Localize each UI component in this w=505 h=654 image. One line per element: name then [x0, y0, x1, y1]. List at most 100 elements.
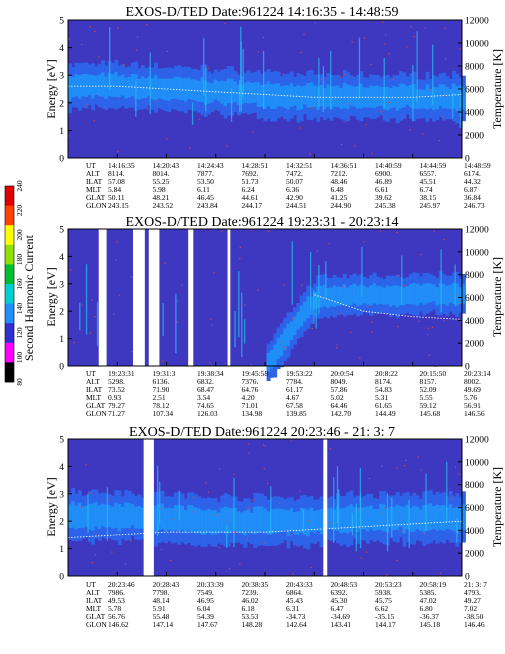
orbit-cell: 245.38	[375, 201, 396, 210]
noise-speckle	[166, 138, 168, 140]
noise-speckle	[360, 557, 362, 559]
band-core-cell	[336, 85, 341, 108]
noise-speckle	[359, 357, 361, 359]
ytick-right-label: 12000	[465, 436, 489, 446]
orbit-cell: 55.25	[153, 177, 170, 186]
spectral-spike	[159, 481, 161, 524]
ytick-right-label: 8000	[465, 63, 484, 73]
orbit-cell: 6.31	[286, 604, 299, 613]
band-core-cell	[117, 504, 122, 532]
orbit-cell: 14:24:43	[197, 161, 224, 170]
spectral-spike	[106, 487, 109, 541]
band-core-cell	[319, 285, 324, 308]
spectral-spike	[230, 88, 233, 122]
orbit-cell: 49.53	[108, 596, 125, 605]
colorbar-tick-label: 80	[15, 378, 24, 386]
noise-speckle	[380, 111, 382, 113]
band-core-cell	[273, 344, 278, 367]
ytick-label: 3	[59, 280, 64, 290]
orbit-cell: 3.54	[197, 393, 210, 402]
spectral-spike	[412, 65, 414, 122]
spectral-spike	[359, 467, 362, 525]
band-core-cell	[71, 501, 76, 528]
band-core-cell	[107, 505, 112, 528]
band-core-cell	[365, 506, 370, 532]
band-core-cell	[452, 83, 456, 109]
band-core-cell	[240, 512, 245, 534]
orbit-cell: 5298.	[108, 377, 125, 386]
orbit-cell: -34.69	[331, 612, 351, 621]
orbit-row-label: GLON	[86, 201, 107, 210]
orbit-cell: 20:33:39	[197, 580, 224, 589]
orbit-cell: 6832.	[197, 377, 214, 386]
spectral-spike	[262, 50, 265, 109]
noise-speckle	[360, 527, 362, 529]
band-core-cell	[279, 508, 284, 532]
orbit-cell: 146.62	[108, 620, 129, 629]
band-core-cell	[97, 505, 102, 529]
band-core-cell	[180, 505, 185, 530]
orbit-cell: 49.27	[464, 596, 481, 605]
band-core-cell	[385, 86, 390, 111]
band-core-cell	[349, 85, 354, 106]
noise-speckle	[291, 317, 293, 319]
band-core-cell	[197, 80, 202, 103]
band-core-cell	[322, 284, 327, 307]
spectral-spike	[242, 48, 244, 99]
ytick-right-label: 6000	[465, 86, 484, 96]
panel-2-axes: 0 1 2 3 4 5 0 2000 4000 6000 8000 10000 12000	[59, 226, 489, 373]
noise-speckle	[431, 326, 434, 328]
orbit-cell: 74.65	[197, 401, 214, 410]
band-core-cell	[293, 512, 298, 535]
orbit-cell: -36.37	[420, 612, 440, 621]
band-core-cell	[293, 86, 298, 106]
band-core-cell	[395, 87, 400, 111]
band-core-cell	[197, 508, 202, 533]
band-core-cell	[316, 86, 321, 111]
band-core-cell	[260, 506, 264, 533]
orbit-cell: 6.04	[197, 604, 210, 613]
band-core-cell	[84, 505, 89, 527]
noise-speckle	[399, 530, 401, 532]
noise-speckle	[398, 275, 400, 277]
band-core-cell	[369, 85, 374, 108]
spectral-spike	[302, 509, 305, 534]
orbit-cell: 39.62	[375, 193, 392, 202]
orbit-cell: 56.76	[108, 612, 125, 621]
band-core-cell	[382, 504, 387, 532]
band-core-cell	[134, 506, 139, 529]
noise-speckle	[427, 334, 429, 336]
orbit-cell: 134.98	[242, 409, 263, 418]
band-core-cell	[203, 510, 208, 535]
band-core-cell	[266, 81, 271, 107]
band-core-cell	[306, 296, 311, 319]
noise-speckle	[340, 143, 343, 146]
noise-speckle	[257, 51, 259, 53]
noise-speckle	[124, 563, 127, 565]
spectral-spike	[361, 246, 363, 297]
panel-2-title: EXOS-D/TED Date:961224 19:23:31 - 20:23:…	[126, 215, 399, 230]
band-core-cell	[332, 285, 337, 307]
noise-speckle	[146, 24, 148, 26]
noise-speckle	[444, 27, 446, 29]
noise-speckle	[117, 27, 119, 29]
noise-speckle	[368, 477, 371, 480]
band-core-cell	[346, 84, 351, 110]
spectral-spike	[454, 264, 456, 307]
band-core-cell	[263, 508, 268, 534]
colorbar-cell	[5, 323, 14, 344]
spectral-spike	[85, 264, 88, 335]
band-core-cell	[289, 321, 294, 340]
band-core-cell	[339, 88, 344, 109]
data-gap	[143, 439, 154, 576]
spectral-spike	[333, 477, 335, 543]
orbit-cell: 7784.	[286, 377, 303, 386]
spectral-spike	[358, 37, 361, 99]
orbit-cell: 6557.	[420, 169, 437, 178]
ytick-right-label: 8000	[465, 271, 484, 281]
orbit-cell: 56.91	[464, 401, 481, 410]
noise-speckle	[207, 67, 209, 69]
noise-speckle	[385, 34, 387, 36]
band-core-cell	[256, 82, 261, 107]
noise-speckle	[218, 468, 221, 470]
